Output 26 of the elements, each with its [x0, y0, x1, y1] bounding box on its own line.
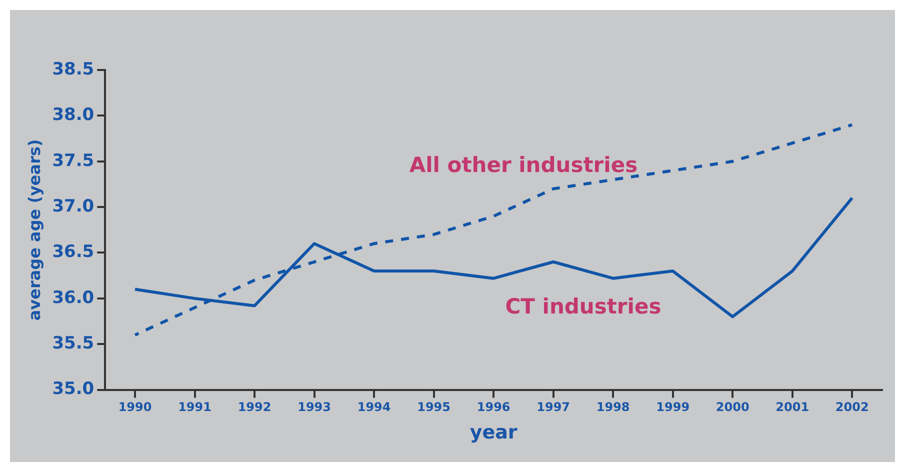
line-series	[134, 123, 854, 336]
x-tick-label: 1993	[298, 400, 331, 414]
y-tick-label: 38.5	[52, 59, 94, 80]
y-tick-label: 35.5	[52, 334, 94, 354]
x-tick-label: 1997	[536, 400, 570, 414]
y-tick-label: 35.0	[52, 379, 94, 400]
x-tick-label: 2001	[776, 400, 810, 414]
x-tick-label: 1995	[417, 400, 451, 414]
x-tick-label: 1992	[238, 400, 272, 414]
y-tick-label: 36.0	[52, 288, 94, 308]
x-tick-label: 2002	[835, 400, 869, 414]
y-tick-label: 37.0	[52, 196, 94, 216]
x-tick-label: 1994	[357, 400, 391, 414]
y-axis-title: average age (years)	[24, 139, 44, 321]
y-tick-label: 36.5	[52, 242, 94, 262]
x-tick-label: 1991	[178, 400, 212, 414]
x-tick-label: 1998	[596, 400, 630, 414]
y-tick-label: 37.5	[52, 150, 94, 171]
series-label: CT industries	[505, 294, 662, 319]
series-label: All other industries	[409, 152, 638, 177]
x-tick-label: 1996	[476, 400, 510, 414]
x-tick-label: 2000	[716, 400, 750, 414]
y-tick-label: 38.0	[52, 105, 94, 126]
x-tick-label: 1990	[118, 400, 152, 414]
x-tick-label: 1999	[656, 400, 690, 414]
x-axis-title: year	[470, 422, 518, 444]
